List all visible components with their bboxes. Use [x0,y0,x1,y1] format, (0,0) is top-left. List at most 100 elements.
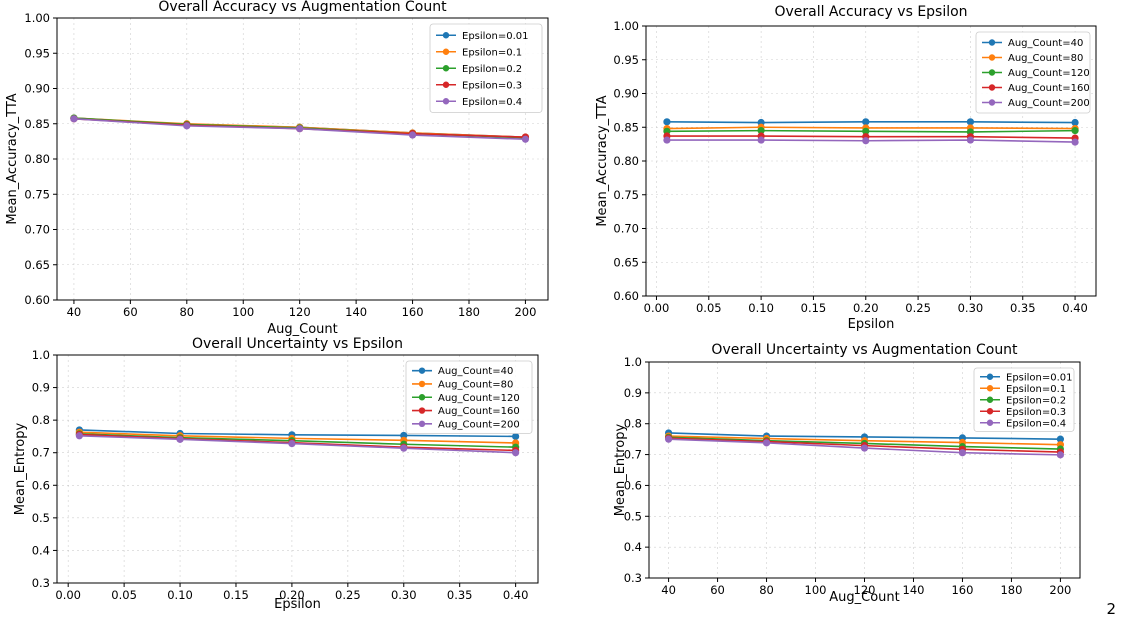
data-point [1071,118,1079,127]
x-tick-label: 0.30 [391,588,417,602]
legend-label: Epsilon=0.1 [1006,384,1066,395]
chart-title: Overall Accuracy vs Augmentation Count [158,0,447,15]
legend-swatch-marker [418,407,426,414]
x-tick-label: 0.20 [279,588,305,602]
y-tick-label: 0.70 [24,223,50,237]
x-tick-label: 160 [951,583,973,597]
y-tick-label: 0.5 [624,509,642,523]
legend-swatch-marker [986,385,994,392]
uncertainty-vs-epsilon-chart: 0.00 0.05 0.10 0.15 0.20 0.25 0.30 0.35 0.40 0.3 0… [13,336,539,612]
data-point [958,449,967,457]
x-tick-label: 0.10 [167,588,193,602]
y-tick-label: 0.65 [24,258,50,272]
plot-frame [56,354,539,584]
chart-title: Overall Uncertainty vs Epsilon [192,336,403,352]
x-tick-label: 0.40 [1062,301,1088,315]
x-tick-label: 0.35 [447,588,473,602]
x-tick-label: 40 [67,305,82,319]
legend-box [975,31,1091,114]
legend-swatch-marker [418,420,426,428]
y-axis-label: Mean_Entropy [13,422,28,515]
legend-swatch-marker [418,394,426,401]
legend-swatch-marker [418,367,426,374]
y-tick-label: 0.80 [613,154,639,168]
x-tick-label: 0.30 [958,301,984,315]
y-tick-label: 0.65 [613,255,639,269]
y-tick-label: 0.3 [624,571,642,585]
x-tick-label: 80 [179,305,194,319]
y-tick-label: 0.70 [613,222,639,236]
legend-label: Aug_Count=120 [1008,68,1090,79]
x-tick-label: 0.40 [503,588,529,602]
y-tick-label: 1.00 [613,19,639,33]
chart-title: Overall Uncertainty vs Augmentation Coun… [711,342,1018,358]
x-tick-label: 0.05 [111,588,137,602]
legend-label: Aug_Count=200 [1008,98,1090,109]
x-tick-label: 120 [289,305,311,319]
y-tick-label: 0.75 [613,188,639,202]
x-axis-label: Epsilon [274,597,321,612]
legend-box [429,23,543,113]
data-point [1056,451,1065,459]
legend-label: Epsilon=0.2 [1006,395,1066,406]
plot-frame [645,25,1097,297]
series-line [666,126,1076,130]
legend-box [405,360,533,434]
legend-label: Aug_Count=120 [438,393,520,404]
y-tick-label: 0.4 [624,540,642,554]
legend-label: Epsilon=0.3 [1006,407,1066,418]
legend-label: Aug_Count=160 [1008,83,1090,94]
legend-swatch-marker [986,373,994,380]
data-point [1071,127,1079,135]
legend-swatch-marker [988,39,996,46]
series-line [666,139,1076,143]
y-tick-label: 0.80 [24,152,50,166]
legend-swatch-marker [442,65,450,72]
x-tick-label: 200 [514,305,536,319]
data-point [757,136,765,144]
x-tick-label: 140 [345,305,367,319]
x-tick-label: 0.15 [801,301,827,315]
page-number: 2 [1106,600,1116,618]
legend-swatch-marker [988,69,996,76]
x-axis-label: Aug_Count [829,590,900,605]
y-tick-label: 0.90 [24,82,50,96]
accuracy-vs-aug-count-chart: 40 60 80 100 120 140 160 180 200 0.60 0.65 0.70 0.75… [5,0,549,337]
y-tick-label: 0.8 [32,413,50,427]
legend-label: Epsilon=0.1 [462,47,522,58]
legend-label: Epsilon=0.2 [462,64,522,75]
x-tick-label: 0.20 [853,301,879,315]
x-tick-label: 0.25 [905,301,931,315]
series-line [79,433,516,452]
legend-label: Epsilon=0.01 [1006,372,1073,383]
y-tick-label: 0.90 [613,87,639,101]
series-line [666,129,1076,133]
y-tick-label: 0.5 [32,511,50,525]
x-tick-label: 0.35 [1010,301,1036,315]
y-tick-label: 1.0 [32,348,50,362]
legend-box [973,367,1075,432]
y-tick-label: 0.75 [24,187,50,201]
legend-swatch-marker [986,396,994,403]
data-point [663,118,671,126]
x-tick-label: 0.10 [748,301,774,315]
legend-swatch-marker [986,419,994,426]
data-point [762,439,771,447]
legend-swatch-marker [988,99,996,106]
legend-swatch-marker [442,81,450,88]
x-tick-label: 80 [759,583,774,597]
y-tick-label: 0.3 [32,576,50,590]
data-point [176,435,184,443]
data-point [664,435,673,443]
data-point [862,118,870,126]
data-point [183,122,191,130]
accuracy-vs-epsilon-chart: 0.00 0.05 0.10 0.15 0.20 0.25 0.30 0.35 0.40 0.60… [595,4,1097,332]
uncertainty-vs-aug-count-chart: 40 60 80 100 120 140 160 180 200 0.3 0.4 0.5 0.6 0.7 0… [613,342,1081,605]
x-tick-label: 60 [710,583,725,597]
legend-label: Aug_Count=80 [1008,53,1083,64]
y-tick-label: 0.6 [624,478,642,492]
legend-swatch-marker [442,48,450,55]
data-point [966,118,975,126]
legend-label: Aug_Count=160 [438,406,520,417]
data-point [862,137,870,145]
